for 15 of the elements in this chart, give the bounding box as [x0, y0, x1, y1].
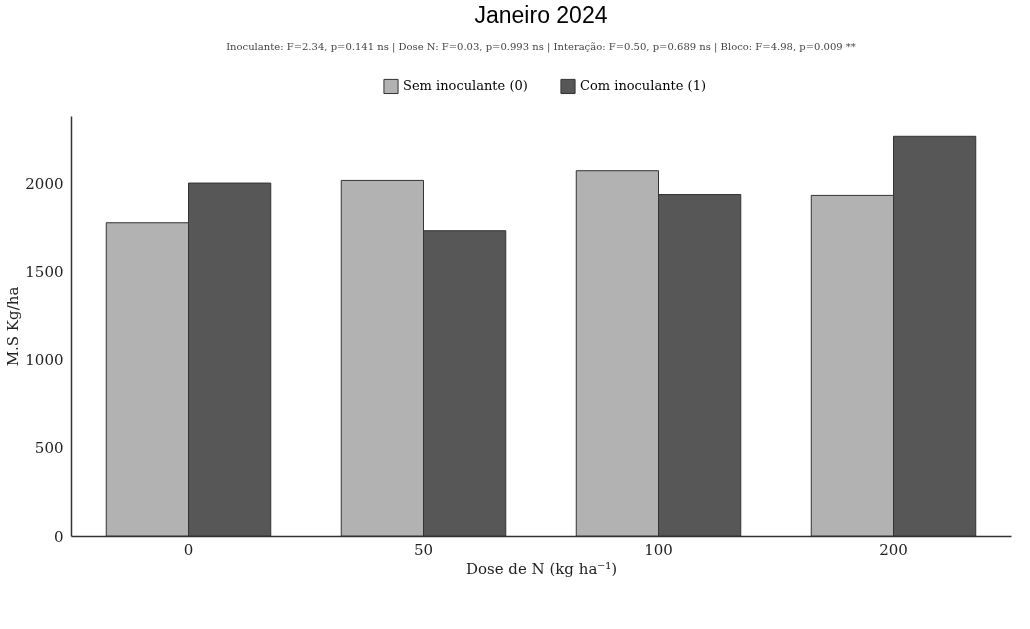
y-tick-label: 1500	[25, 262, 64, 281]
y-tick-label: 1000	[25, 351, 64, 370]
x-axis-title: Dose de N (kg ha⁻¹)	[465, 559, 618, 578]
x-tick-label: 100	[644, 540, 673, 559]
y-tick-label: 0	[53, 527, 64, 546]
legend-label: Com inoculante (1)	[580, 78, 706, 94]
x-tick-label: 50	[413, 540, 434, 559]
chart-title: Janeiro 2024	[474, 2, 608, 28]
legend-label: Sem inoculante (0)	[403, 78, 528, 94]
chart-subtitle: Inoculante: F=2.34, p=0.141 ns | Dose N: F=0.03, p=0.993 ns | Interação: F=0.50, p=0.689 ns | Bloco: F=4.98, p=0.009 **	[226, 41, 856, 53]
y-axis-title: M.S Kg/ha	[4, 286, 23, 367]
x-tick-label: 0	[183, 540, 194, 559]
y-tick-label: 500	[34, 439, 64, 458]
x-tick-label: 200	[879, 540, 908, 559]
y-tick-label: 2000	[25, 174, 64, 193]
